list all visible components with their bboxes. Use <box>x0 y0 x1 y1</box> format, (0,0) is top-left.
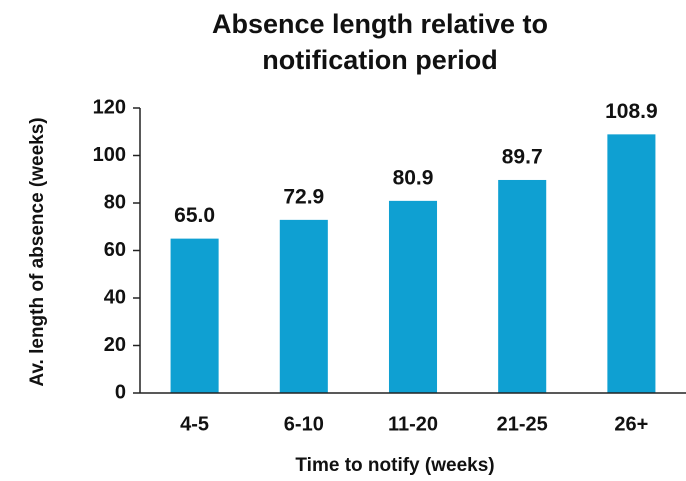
bar <box>607 134 656 394</box>
data-label: 80.9 <box>393 166 434 189</box>
bar <box>498 179 547 393</box>
x-tick-label: 11-20 <box>388 413 438 435</box>
data-label: 72.9 <box>283 185 324 208</box>
y-axis-label: Av. length of absence (weeks) <box>27 117 48 386</box>
y-tick-label: 40 <box>104 286 126 308</box>
x-axis-label: Time to notify (weeks) <box>295 455 494 476</box>
bar <box>279 219 328 393</box>
y-tick-label: 20 <box>104 334 126 356</box>
bar <box>170 238 219 393</box>
data-label: 65.0 <box>174 204 215 227</box>
y-tick-label: 0 <box>115 381 126 403</box>
chart-title: Absence length relative to notification … <box>211 9 549 75</box>
x-tick-label: 21-25 <box>497 413 548 435</box>
y-tick-label: 60 <box>104 239 126 261</box>
x-tick-label: 6-10 <box>284 413 324 435</box>
y-tick-label: 120 <box>93 96 126 118</box>
x-tick-label: 4-5 <box>180 413 209 435</box>
bar <box>388 200 438 393</box>
y-tick-label: 100 <box>93 144 126 166</box>
data-label: 108.9 <box>605 100 658 123</box>
x-tick-label: 26+ <box>614 413 648 435</box>
y-tick-label: 80 <box>104 191 126 213</box>
data-label: 89.7 <box>502 146 543 169</box>
